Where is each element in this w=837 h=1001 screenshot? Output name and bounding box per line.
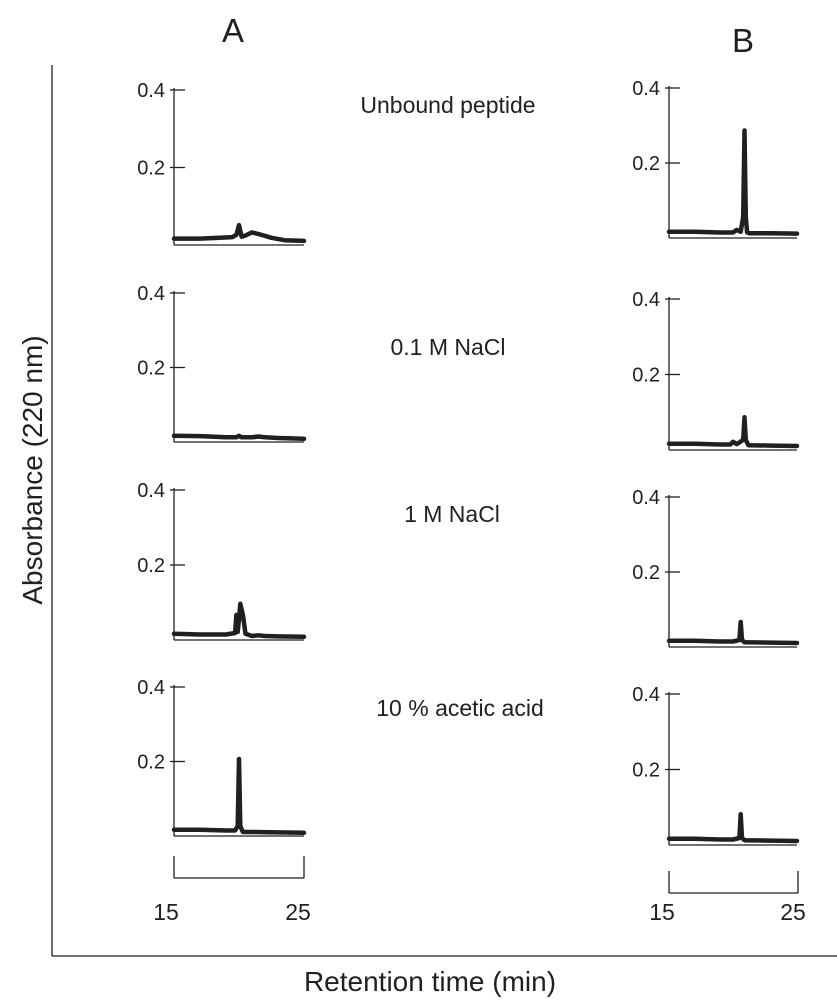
trace-b-2 bbox=[666, 415, 800, 449]
y-tick-label: 0.2 bbox=[137, 555, 165, 577]
chromatogram-a-4: 0.2 0.4 bbox=[137, 677, 307, 837]
trace-a-1 bbox=[171, 222, 307, 244]
chromatogram-plots: 0.20.40.20.40.20.40.20.40.20.40.20.40.20… bbox=[137, 78, 800, 846]
y-axis-title: Absorbance (220 nm) bbox=[17, 335, 48, 604]
y-tick-label: 0.2 bbox=[632, 562, 660, 584]
x-axis-title: Retention time (min) bbox=[304, 966, 556, 997]
y-tick-label: 0.2 bbox=[137, 158, 165, 180]
condition-label-1m-nacl: 1 M NaCl bbox=[404, 501, 500, 527]
y-tick-label: 0.2 bbox=[632, 760, 660, 782]
y-tick-label: 0.4 bbox=[137, 480, 165, 502]
chromatogram-a-3: 0.2 0.4 bbox=[137, 480, 307, 641]
condition-label-0-1m-nacl: 0.1 M NaCl bbox=[390, 334, 505, 360]
y-tick-label: 0.4 bbox=[137, 677, 165, 699]
y-tick-label: 0.2 bbox=[632, 365, 660, 387]
x-tick-label-a-start: 15 bbox=[153, 899, 179, 925]
chromatogram-a-1: 0.2 0.4 bbox=[137, 80, 307, 246]
chromatogram-b-1: 0.2 0.4 bbox=[632, 78, 800, 239]
y-tick-label: 0.4 bbox=[632, 684, 660, 706]
x-tick-label-a-end: 25 bbox=[285, 899, 311, 925]
trace-b-1 bbox=[666, 128, 800, 236]
trace-a-3 bbox=[171, 601, 307, 640]
condition-label-acetic-acid: 10 % acetic acid bbox=[376, 695, 543, 721]
y-tick-label: 0.4 bbox=[137, 283, 165, 305]
y-tick-label: 0.2 bbox=[137, 358, 165, 380]
y-tick-label: 0.4 bbox=[632, 289, 660, 311]
chromatogram-b-2: 0.2 0.4 bbox=[632, 289, 800, 451]
trace-a-2 bbox=[171, 433, 307, 442]
panel-a-label: A bbox=[222, 12, 244, 49]
panel-b-label: B bbox=[732, 22, 754, 59]
y-tick-label: 0.4 bbox=[137, 80, 165, 102]
y-tick-label: 0.4 bbox=[632, 487, 660, 509]
chromatogram-b-4: 0.2 0.4 bbox=[632, 684, 800, 846]
trace-b-3 bbox=[666, 619, 800, 646]
chromatogram-a-2: 0.2 0.4 bbox=[137, 283, 307, 443]
y-tick-label: 0.4 bbox=[632, 78, 660, 100]
x-tick-label-b-end: 25 bbox=[780, 899, 806, 925]
y-tick-label: 0.2 bbox=[137, 752, 165, 774]
x-tick-label-b-start: 15 bbox=[649, 899, 675, 925]
chromatogram-b-3: 0.2 0.4 bbox=[632, 487, 800, 648]
x-scale-bar-b: 15 25 bbox=[649, 871, 806, 925]
x-scale-bar-a: 15 25 bbox=[153, 856, 311, 925]
trace-a-4 bbox=[171, 756, 307, 836]
condition-label-unbound: Unbound peptide bbox=[360, 92, 535, 118]
y-tick-label: 0.2 bbox=[632, 153, 660, 175]
trace-b-4 bbox=[666, 811, 800, 844]
